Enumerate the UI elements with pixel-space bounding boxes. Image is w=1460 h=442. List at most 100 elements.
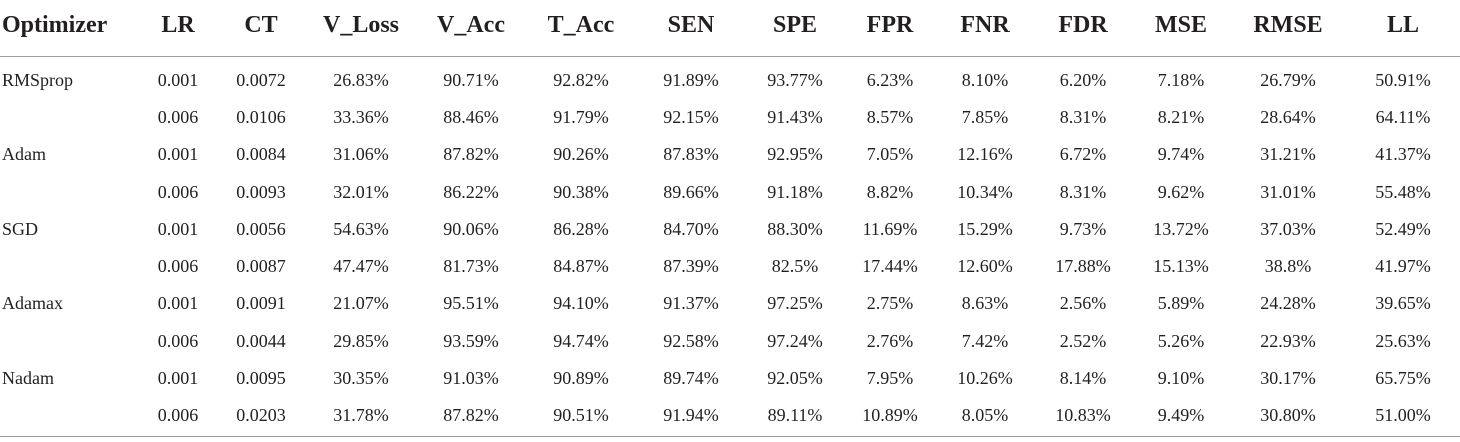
cell-fpr: 6.23% [866,69,914,90]
cell-t-acc: 90.38% [553,181,609,202]
cell-mse: 5.89% [1157,293,1205,314]
cell-ll: 25.63% [1375,330,1431,351]
column-header-lr: LR [161,12,195,38]
cell-rmse: 31.21% [1260,144,1316,165]
table-row: Adam 0.001 0.0084 31.06% 87.82% 90.26% 87.83% 9… [0,136,1460,173]
cell-fpr: 7.95% [866,368,914,389]
cell-ct: 0.0203 [236,405,286,426]
column-header-sen: SEN [667,12,715,38]
column-header-v-loss: V_Loss [322,12,400,38]
cell-mse: 9.10% [1157,368,1205,389]
cell-optimizer [0,98,140,135]
cell-ll: 51.00% [1375,405,1431,426]
column-header-t-acc: T_Acc [547,12,615,38]
cell-fpr: 8.82% [866,181,914,202]
column-header-mse: MSE [1154,12,1207,38]
column-header-v-acc: V_Acc [437,12,505,38]
cell-ll: 52.49% [1375,218,1431,239]
cell-sen: 92.15% [663,106,719,127]
cell-v-acc: 88.46% [443,106,499,127]
cell-v-loss: 47.47% [333,256,389,277]
cell-fnr: 7.42% [961,330,1009,351]
cell-v-loss: 21.07% [333,293,389,314]
cell-v-acc: 86.22% [443,181,499,202]
cell-rmse: 37.03% [1260,218,1316,239]
cell-ll: 55.48% [1375,181,1431,202]
cell-sen: 91.37% [663,293,719,314]
cell-spe: 97.24% [767,330,823,351]
column-header-fpr: FPR [866,12,914,38]
cell-spe: 82.5% [771,256,819,277]
cell-mse: 15.13% [1153,256,1209,277]
cell-fdr: 10.83% [1055,405,1111,426]
cell-mse: 9.49% [1157,405,1205,426]
cell-ct: 0.0091 [236,293,286,314]
cell-sen: 91.89% [663,69,719,90]
cell-ll: 41.37% [1375,144,1431,165]
table-row: 0.006 0.0106 33.36% 88.46% 91.79% 92.15% 91.43… [0,98,1460,135]
cell-lr: 0.006 [157,330,199,351]
cell-lr: 0.001 [157,69,199,90]
cell-ll: 65.75% [1375,368,1431,389]
table-row: RMSprop 0.001 0.0072 26.83% 90.71% 92.82% 91.8… [0,57,1460,99]
cell-rmse: 26.79% [1260,69,1316,90]
cell-fdr: 2.52% [1059,330,1107,351]
cell-lr: 0.006 [157,405,199,426]
cell-optimizer: Nadam [2,368,54,389]
cell-mse: 9.74% [1157,144,1205,165]
cell-fnr: 8.05% [961,405,1009,426]
cell-v-acc: 87.82% [443,405,499,426]
cell-t-acc: 90.26% [553,144,609,165]
cell-ct: 0.0087 [236,256,286,277]
cell-v-acc: 90.06% [443,218,499,239]
cell-optimizer [0,322,140,359]
cell-rmse: 38.8% [1264,256,1312,277]
cell-fdr: 9.73% [1059,218,1107,239]
cell-lr: 0.001 [157,144,199,165]
cell-fnr: 12.60% [957,256,1013,277]
cell-sen: 89.66% [663,181,719,202]
cell-v-acc: 93.59% [443,330,499,351]
cell-fdr: 8.31% [1059,106,1107,127]
column-header-ct: CT [244,12,278,38]
cell-v-acc: 81.73% [443,256,499,277]
header-row: Optimizer LR CT V_Loss V_Acc T_Acc SEN SPE FPR FN… [0,0,1460,57]
cell-spe: 93.77% [767,69,823,90]
cell-t-acc: 90.51% [553,405,609,426]
cell-fnr: 15.29% [957,218,1013,239]
cell-sen: 89.74% [663,368,719,389]
table-row: 0.006 0.0203 31.78% 87.82% 90.51% 91.94% 89.11… [0,397,1460,442]
cell-ct: 0.0106 [236,106,286,127]
cell-lr: 0.006 [157,256,199,277]
cell-mse: 9.62% [1157,181,1205,202]
table-body: RMSprop 0.001 0.0072 26.83% 90.71% 92.82% 91.8… [0,57,1460,442]
cell-v-acc: 87.82% [443,144,499,165]
cell-spe: 97.25% [767,293,823,314]
cell-v-loss: 31.78% [333,405,389,426]
cell-v-acc: 90.71% [443,69,499,90]
cell-spe: 91.43% [767,106,823,127]
column-header-rmse: RMSE [1253,12,1323,38]
cell-rmse: 22.93% [1260,330,1316,351]
cell-v-loss: 30.35% [333,368,389,389]
table-row: 0.006 0.0093 32.01% 86.22% 90.38% 89.66% 91.18… [0,173,1460,210]
table-header: Optimizer LR CT V_Loss V_Acc T_Acc SEN SPE FPR FN… [0,0,1460,57]
cell-lr: 0.001 [157,218,199,239]
cell-ct: 0.0072 [236,69,286,90]
cell-mse: 8.21% [1157,106,1205,127]
cell-spe: 92.95% [767,144,823,165]
cell-rmse: 30.80% [1260,405,1316,426]
cell-v-loss: 54.63% [333,218,389,239]
cell-fpr: 2.76% [866,330,914,351]
cell-v-acc: 95.51% [443,293,499,314]
cell-ll: 41.97% [1375,256,1431,277]
table-row: 0.006 0.0044 29.85% 93.59% 94.74% 92.58% 97.24… [0,322,1460,359]
cell-sen: 87.39% [663,256,719,277]
cell-fnr: 12.16% [957,144,1013,165]
cell-ll: 64.11% [1375,106,1431,127]
cell-fnr: 10.26% [957,368,1013,389]
cell-fdr: 6.20% [1059,69,1107,90]
cell-sen: 91.94% [663,405,719,426]
